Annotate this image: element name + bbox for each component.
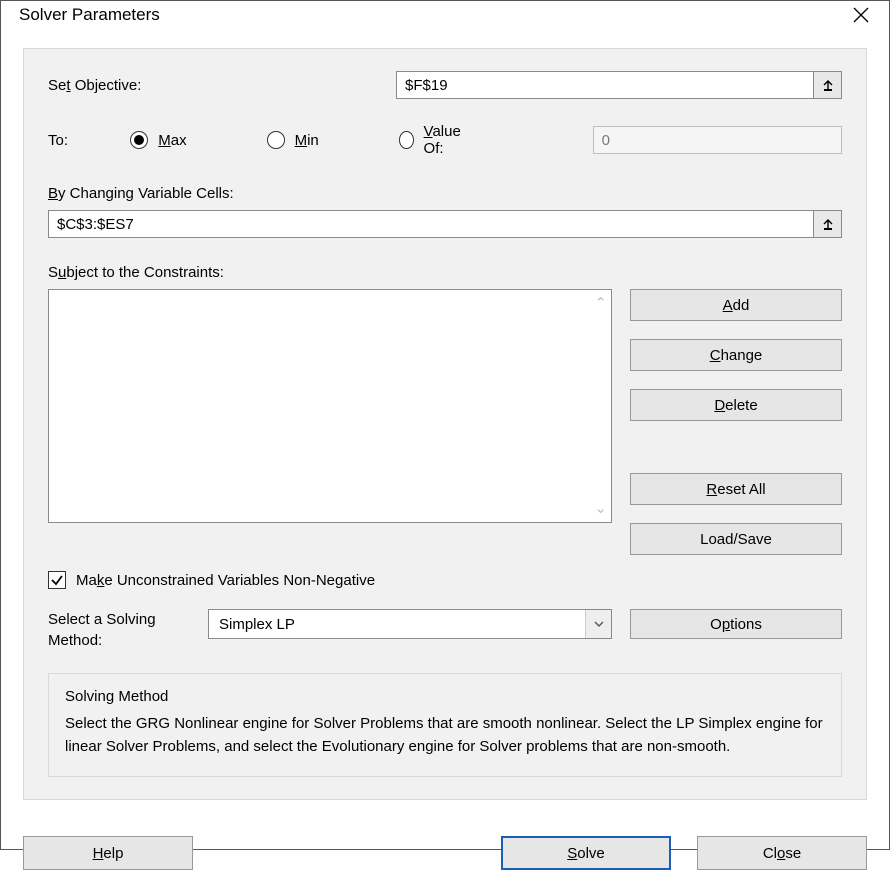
objective-input[interactable]	[396, 71, 814, 99]
dialog-title: Solver Parameters	[19, 5, 160, 25]
radio-value-of[interactable]: Value Of:	[399, 123, 473, 157]
to-label: To:	[48, 132, 130, 149]
method-row: Select a Solving Method: Simplex LP Opti…	[48, 609, 842, 651]
scroll-down-icon: ⌄	[594, 501, 607, 516]
checkbox-icon	[48, 571, 66, 589]
main-panel: Set Objective: To: Max	[23, 48, 867, 800]
objective-row: Set Objective:	[48, 71, 842, 99]
method-select[interactable]: Simplex LP	[208, 609, 612, 639]
solving-method-hint: Solving Method Select the GRG Nonlinear …	[48, 673, 842, 777]
hint-text: Select the GRG Nonlinear engine for Solv…	[65, 713, 825, 758]
radio-icon	[399, 131, 414, 149]
hint-title: Solving Method	[65, 688, 825, 705]
close-icon[interactable]	[847, 1, 875, 29]
add-button[interactable]: Add	[630, 289, 842, 321]
scroll-up-icon: ⌃	[594, 296, 607, 311]
range-picker-icon[interactable]	[814, 210, 842, 238]
to-row: To: Max Min Value Of:	[48, 123, 842, 157]
variable-cells-input[interactable]	[48, 210, 814, 238]
radio-icon	[267, 131, 285, 149]
solve-button[interactable]: Solve	[501, 836, 671, 870]
variable-cells-input-group	[48, 210, 842, 238]
to-radio-group: Max Min Value Of:	[130, 123, 472, 157]
non-negative-checkbox-row[interactable]: Make Unconstrained Variables Non-Negativ…	[48, 571, 842, 589]
chevron-down-icon	[585, 610, 611, 638]
help-button[interactable]: Help	[23, 836, 193, 870]
objective-input-group	[396, 71, 842, 99]
radio-icon	[130, 131, 148, 149]
radio-min[interactable]: Min	[267, 131, 319, 149]
method-label: Select a Solving Method:	[48, 609, 208, 651]
change-button[interactable]: Change	[630, 339, 842, 371]
titlebar: Solver Parameters	[1, 1, 889, 30]
solver-parameters-dialog: Solver Parameters Set Objective: T	[0, 0, 890, 850]
non-negative-label: Make Unconstrained Variables Non-Negativ…	[76, 572, 375, 589]
value-of-input	[593, 126, 842, 154]
load-save-button[interactable]: Load/Save	[630, 523, 842, 555]
range-picker-icon[interactable]	[814, 71, 842, 99]
close-button[interactable]: Close	[697, 836, 867, 870]
objective-label: Set Objective:	[48, 77, 396, 94]
dialog-body: Set Objective: To: Max	[1, 30, 889, 818]
options-button[interactable]: Options	[630, 609, 842, 639]
delete-button[interactable]: Delete	[630, 389, 842, 421]
method-selected-value: Simplex LP	[209, 616, 305, 633]
constraints-label: Subject to the Constraints:	[48, 264, 842, 281]
constraints-buttons: Add Change Delete Reset All Load/Save	[630, 289, 842, 555]
variable-cells-label: By Changing Variable Cells:	[48, 185, 842, 202]
reset-all-button[interactable]: Reset All	[630, 473, 842, 505]
constraints-row: ⌃ ⌄ Add Change Delete Reset All Load/Sav…	[48, 289, 842, 555]
radio-max[interactable]: Max	[130, 131, 186, 149]
dialog-footer: Help Solve Close	[1, 818, 889, 888]
constraints-listbox[interactable]: ⌃ ⌄	[48, 289, 612, 523]
variable-cells-row	[48, 210, 842, 238]
